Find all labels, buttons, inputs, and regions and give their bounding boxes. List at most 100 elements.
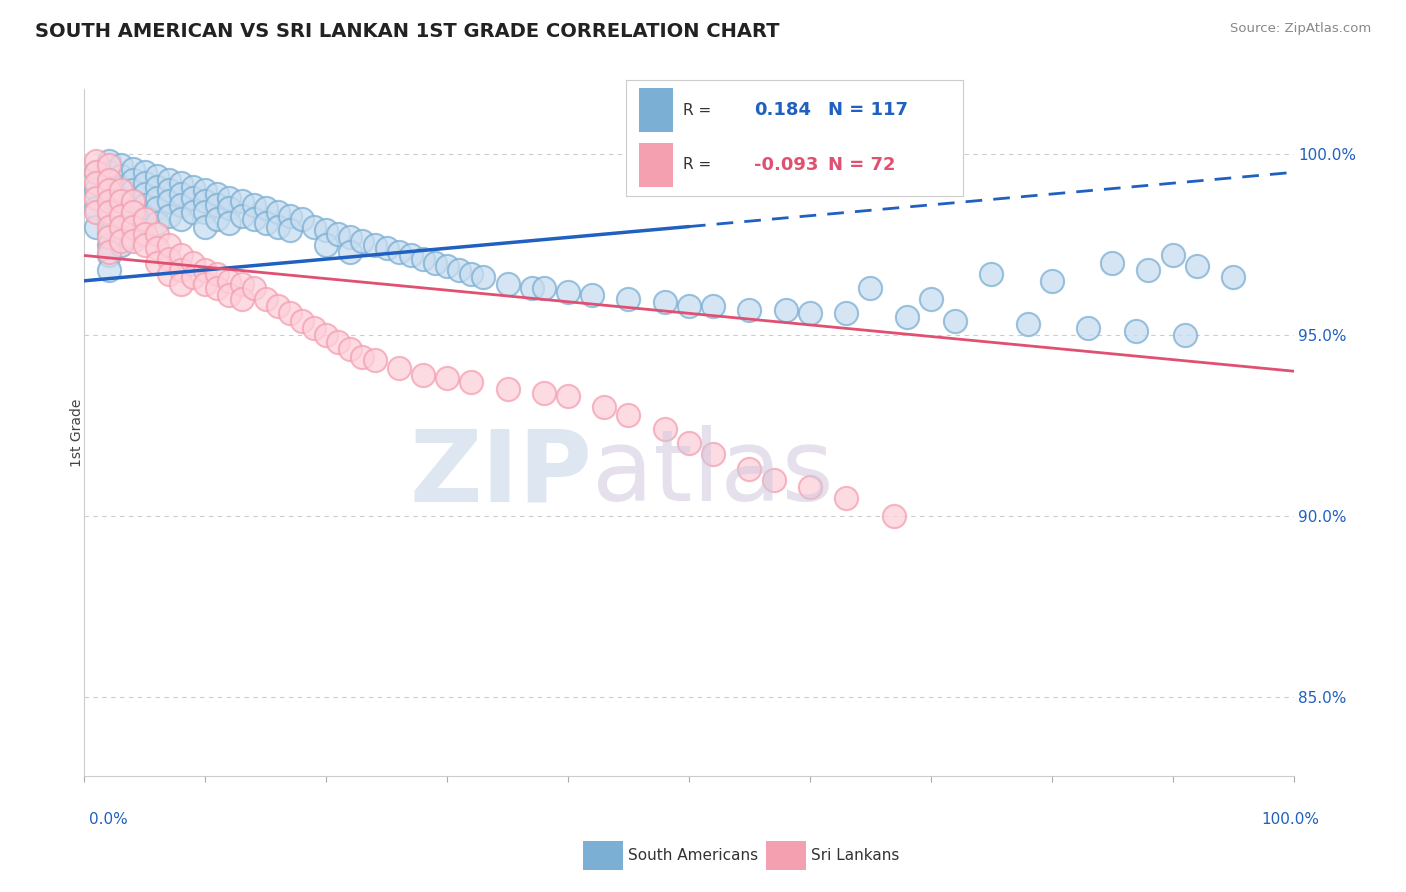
Point xyxy=(799,306,821,320)
Text: N = 117: N = 117 xyxy=(828,102,908,120)
Point xyxy=(110,202,132,216)
Point xyxy=(278,209,301,223)
Point xyxy=(1101,256,1123,270)
Y-axis label: 1st Grade: 1st Grade xyxy=(70,399,84,467)
Point xyxy=(97,165,120,179)
Point xyxy=(157,252,180,266)
Point xyxy=(97,244,120,259)
Bar xyxy=(640,143,673,187)
Point xyxy=(496,382,519,396)
Point xyxy=(267,219,290,234)
Point xyxy=(449,263,471,277)
Point xyxy=(472,270,495,285)
Point xyxy=(207,267,229,281)
Point xyxy=(207,212,229,227)
Point xyxy=(242,198,264,212)
Point xyxy=(146,241,169,255)
Point xyxy=(363,237,385,252)
Point xyxy=(134,165,156,179)
Point xyxy=(110,169,132,183)
Point xyxy=(157,209,180,223)
Point xyxy=(86,176,108,190)
Point xyxy=(581,288,603,302)
Point xyxy=(678,299,700,313)
Point xyxy=(110,194,132,209)
Point xyxy=(157,267,180,281)
Point xyxy=(352,234,374,248)
Point xyxy=(738,302,761,317)
Point xyxy=(302,320,325,334)
Point xyxy=(1040,274,1063,288)
Point xyxy=(1222,270,1244,285)
Point xyxy=(1161,248,1184,262)
Point xyxy=(207,281,229,295)
Point xyxy=(157,172,180,186)
Point xyxy=(121,183,143,197)
Point xyxy=(181,179,204,194)
Point xyxy=(97,263,120,277)
Point xyxy=(412,368,434,382)
Point xyxy=(97,176,120,190)
Point xyxy=(86,165,108,179)
Point xyxy=(110,219,132,234)
Point xyxy=(194,194,217,209)
Point xyxy=(1077,320,1099,334)
Point xyxy=(194,277,217,292)
Point xyxy=(134,198,156,212)
Point xyxy=(654,422,676,436)
Point xyxy=(121,194,143,209)
Point xyxy=(207,187,229,202)
Point xyxy=(97,212,120,227)
Point xyxy=(278,306,301,320)
Point xyxy=(388,360,411,375)
Bar xyxy=(640,88,673,132)
Point xyxy=(423,256,446,270)
Point xyxy=(231,209,253,223)
Text: ZIP: ZIP xyxy=(409,425,592,523)
Point xyxy=(375,241,398,255)
Point xyxy=(1137,263,1160,277)
Point xyxy=(110,209,132,223)
Point xyxy=(339,244,361,259)
Point xyxy=(146,227,169,241)
Point xyxy=(231,292,253,306)
Point xyxy=(157,237,180,252)
Point xyxy=(883,508,905,523)
Point xyxy=(702,447,724,461)
Point xyxy=(134,227,156,241)
Point xyxy=(121,234,143,248)
Point xyxy=(194,205,217,219)
Point xyxy=(110,179,132,194)
Point xyxy=(1174,328,1197,343)
Text: 0.0%: 0.0% xyxy=(89,812,128,827)
Point xyxy=(617,292,640,306)
Text: N = 72: N = 72 xyxy=(828,156,896,174)
Point xyxy=(146,191,169,205)
Text: Sri Lankans: Sri Lankans xyxy=(811,848,900,863)
Point xyxy=(134,223,156,237)
Point xyxy=(134,176,156,190)
Point xyxy=(181,191,204,205)
Point xyxy=(194,263,217,277)
Text: 100.0%: 100.0% xyxy=(1261,812,1319,827)
Point xyxy=(859,281,882,295)
Text: R =: R = xyxy=(683,157,716,172)
Point xyxy=(170,187,193,202)
Point xyxy=(363,353,385,368)
Point xyxy=(654,295,676,310)
Point xyxy=(181,205,204,219)
Point xyxy=(110,234,132,248)
Point xyxy=(278,223,301,237)
Text: atlas: atlas xyxy=(592,425,834,523)
Point xyxy=(328,335,350,350)
Point xyxy=(110,191,132,205)
Point xyxy=(86,165,108,179)
Point xyxy=(328,227,350,241)
Point xyxy=(121,172,143,186)
Point xyxy=(520,281,543,295)
Point xyxy=(678,436,700,450)
Point xyxy=(157,194,180,209)
Point xyxy=(315,223,337,237)
Point xyxy=(231,194,253,209)
Point xyxy=(194,183,217,197)
